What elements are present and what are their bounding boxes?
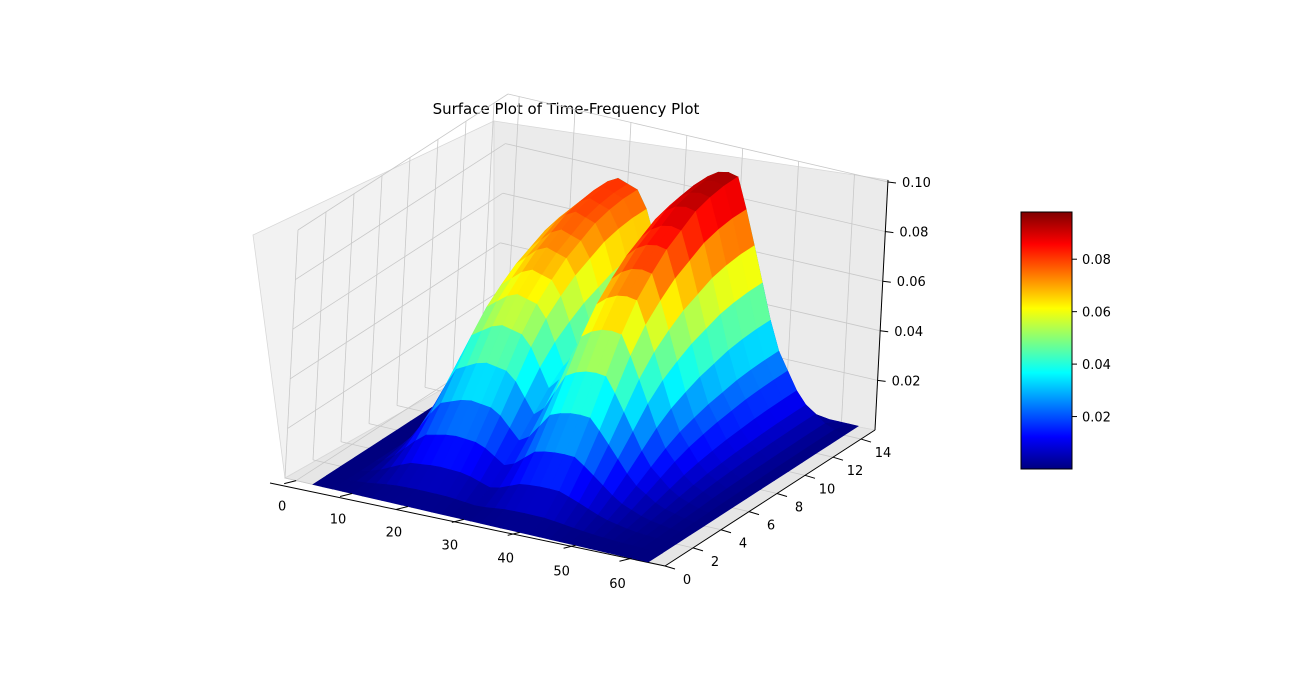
x-tick	[339, 493, 353, 498]
y-axis-line	[664, 429, 876, 567]
z-tick-label: 0.10	[902, 176, 931, 191]
z-tick	[882, 280, 891, 283]
grid-line	[297, 93, 509, 231]
z-tick	[885, 231, 894, 234]
y-tick	[720, 529, 732, 534]
colorbar-tick-label: 0.08	[1082, 253, 1111, 268]
y-tick	[860, 438, 872, 443]
grid-line	[424, 139, 439, 388]
y-tick	[776, 492, 788, 497]
z-tick	[877, 379, 886, 382]
y-tick	[748, 511, 760, 516]
y-tick-label: 2	[711, 555, 719, 570]
z-tick	[880, 330, 889, 333]
grid-line	[292, 192, 504, 330]
z-axis-line	[874, 179, 889, 431]
colorbar-tick-label: 0.06	[1082, 306, 1111, 321]
grid-line	[340, 193, 355, 442]
grid-line	[284, 229, 299, 479]
y-tick	[804, 474, 816, 479]
surface-facet	[637, 550, 663, 563]
grid-line	[312, 211, 327, 460]
z-tick-label: 0.06	[897, 275, 926, 290]
x-tick	[507, 531, 520, 536]
grid-line	[295, 143, 506, 280]
x-tick-label: 30	[442, 538, 459, 553]
z-tick	[887, 181, 897, 184]
grid-line	[452, 121, 467, 370]
y-axis-ticks: 0 2 4 6 8 10 12 14	[664, 438, 892, 588]
x-tick-label: 10	[330, 513, 347, 528]
grid-line	[785, 161, 799, 410]
x-tick	[563, 544, 576, 549]
y-tick-label: 0	[683, 573, 691, 588]
x-tick	[451, 518, 464, 523]
colorbar-ticks: 0.02 0.04 0.06 0.08	[1072, 253, 1111, 426]
z-tick-label: 0.02	[892, 374, 921, 389]
y-tick	[832, 456, 844, 461]
grid-line	[287, 292, 498, 429]
x-tick-label: 0	[278, 500, 286, 515]
chart-title: Surface Plot of Time-Frequency Plot	[433, 100, 700, 118]
colorbar-tick-label: 0.02	[1082, 411, 1111, 426]
x-tick	[619, 557, 632, 562]
y-tick-label: 12	[847, 464, 864, 479]
grid-line	[841, 174, 855, 423]
colorbar-tick-label: 0.04	[1082, 358, 1111, 373]
colorbar: 0.02 0.04 0.06 0.08	[1020, 211, 1111, 470]
y-tick-label: 4	[739, 537, 747, 552]
y-tick	[664, 565, 676, 570]
x-tick-label: 40	[497, 551, 514, 566]
grid-line	[368, 175, 383, 424]
x-tick-label: 20	[386, 525, 403, 540]
x-axis-line	[269, 482, 666, 567]
colorbar-gradient	[1020, 211, 1073, 470]
y-tick-label: 10	[819, 482, 836, 497]
z-tick-label: 0.04	[894, 325, 923, 340]
x-tick	[284, 480, 297, 485]
x-tick	[395, 505, 409, 510]
z-axis-ticks: 0.02 0.04 0.06 0.08 0.10	[877, 176, 931, 389]
z-tick-label: 0.08	[899, 226, 928, 241]
x-tick-label: 50	[553, 564, 570, 579]
y-tick-label: 14	[875, 446, 892, 461]
y-tick	[692, 547, 704, 552]
y-tick-label: 8	[795, 500, 803, 515]
grid-line	[480, 103, 495, 352]
grid-line	[507, 93, 889, 183]
grid-line	[289, 242, 501, 380]
grid-line	[396, 157, 411, 406]
y-tick-label: 6	[767, 519, 775, 534]
surface-plot	[312, 171, 859, 563]
x-tick-label: 60	[609, 577, 626, 592]
x-axis-ticks: 0 10 20 30 40 50 60	[278, 480, 632, 592]
